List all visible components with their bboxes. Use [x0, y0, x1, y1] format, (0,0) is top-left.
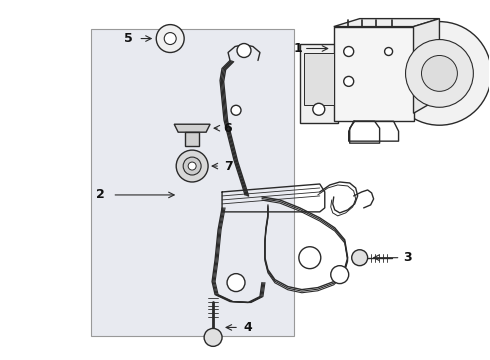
- Circle shape: [164, 32, 176, 45]
- Circle shape: [313, 103, 325, 115]
- Circle shape: [299, 247, 321, 269]
- Bar: [300, 44, 338, 123]
- Circle shape: [188, 162, 196, 170]
- Text: 2: 2: [96, 188, 105, 202]
- Bar: [91, 30, 294, 336]
- Circle shape: [406, 40, 473, 107]
- Circle shape: [388, 22, 490, 125]
- Text: 5: 5: [124, 32, 133, 45]
- Circle shape: [343, 76, 354, 86]
- Text: 1: 1: [294, 42, 302, 55]
- Polygon shape: [174, 124, 210, 132]
- Circle shape: [331, 266, 349, 284]
- Circle shape: [421, 55, 457, 91]
- Bar: [304, 54, 334, 105]
- Polygon shape: [414, 19, 440, 113]
- Circle shape: [204, 328, 222, 346]
- Circle shape: [352, 250, 368, 266]
- Text: 6: 6: [224, 122, 232, 135]
- Text: 4: 4: [244, 321, 252, 334]
- Circle shape: [183, 157, 201, 175]
- Text: 3: 3: [403, 251, 412, 264]
- Circle shape: [343, 46, 354, 57]
- Circle shape: [227, 274, 245, 292]
- Circle shape: [237, 44, 251, 58]
- Bar: [185, 132, 199, 146]
- Bar: [334, 27, 414, 121]
- Circle shape: [156, 24, 184, 53]
- Circle shape: [176, 150, 208, 182]
- Circle shape: [385, 48, 392, 55]
- Circle shape: [231, 105, 241, 115]
- Polygon shape: [334, 19, 440, 27]
- Text: 7: 7: [223, 159, 232, 172]
